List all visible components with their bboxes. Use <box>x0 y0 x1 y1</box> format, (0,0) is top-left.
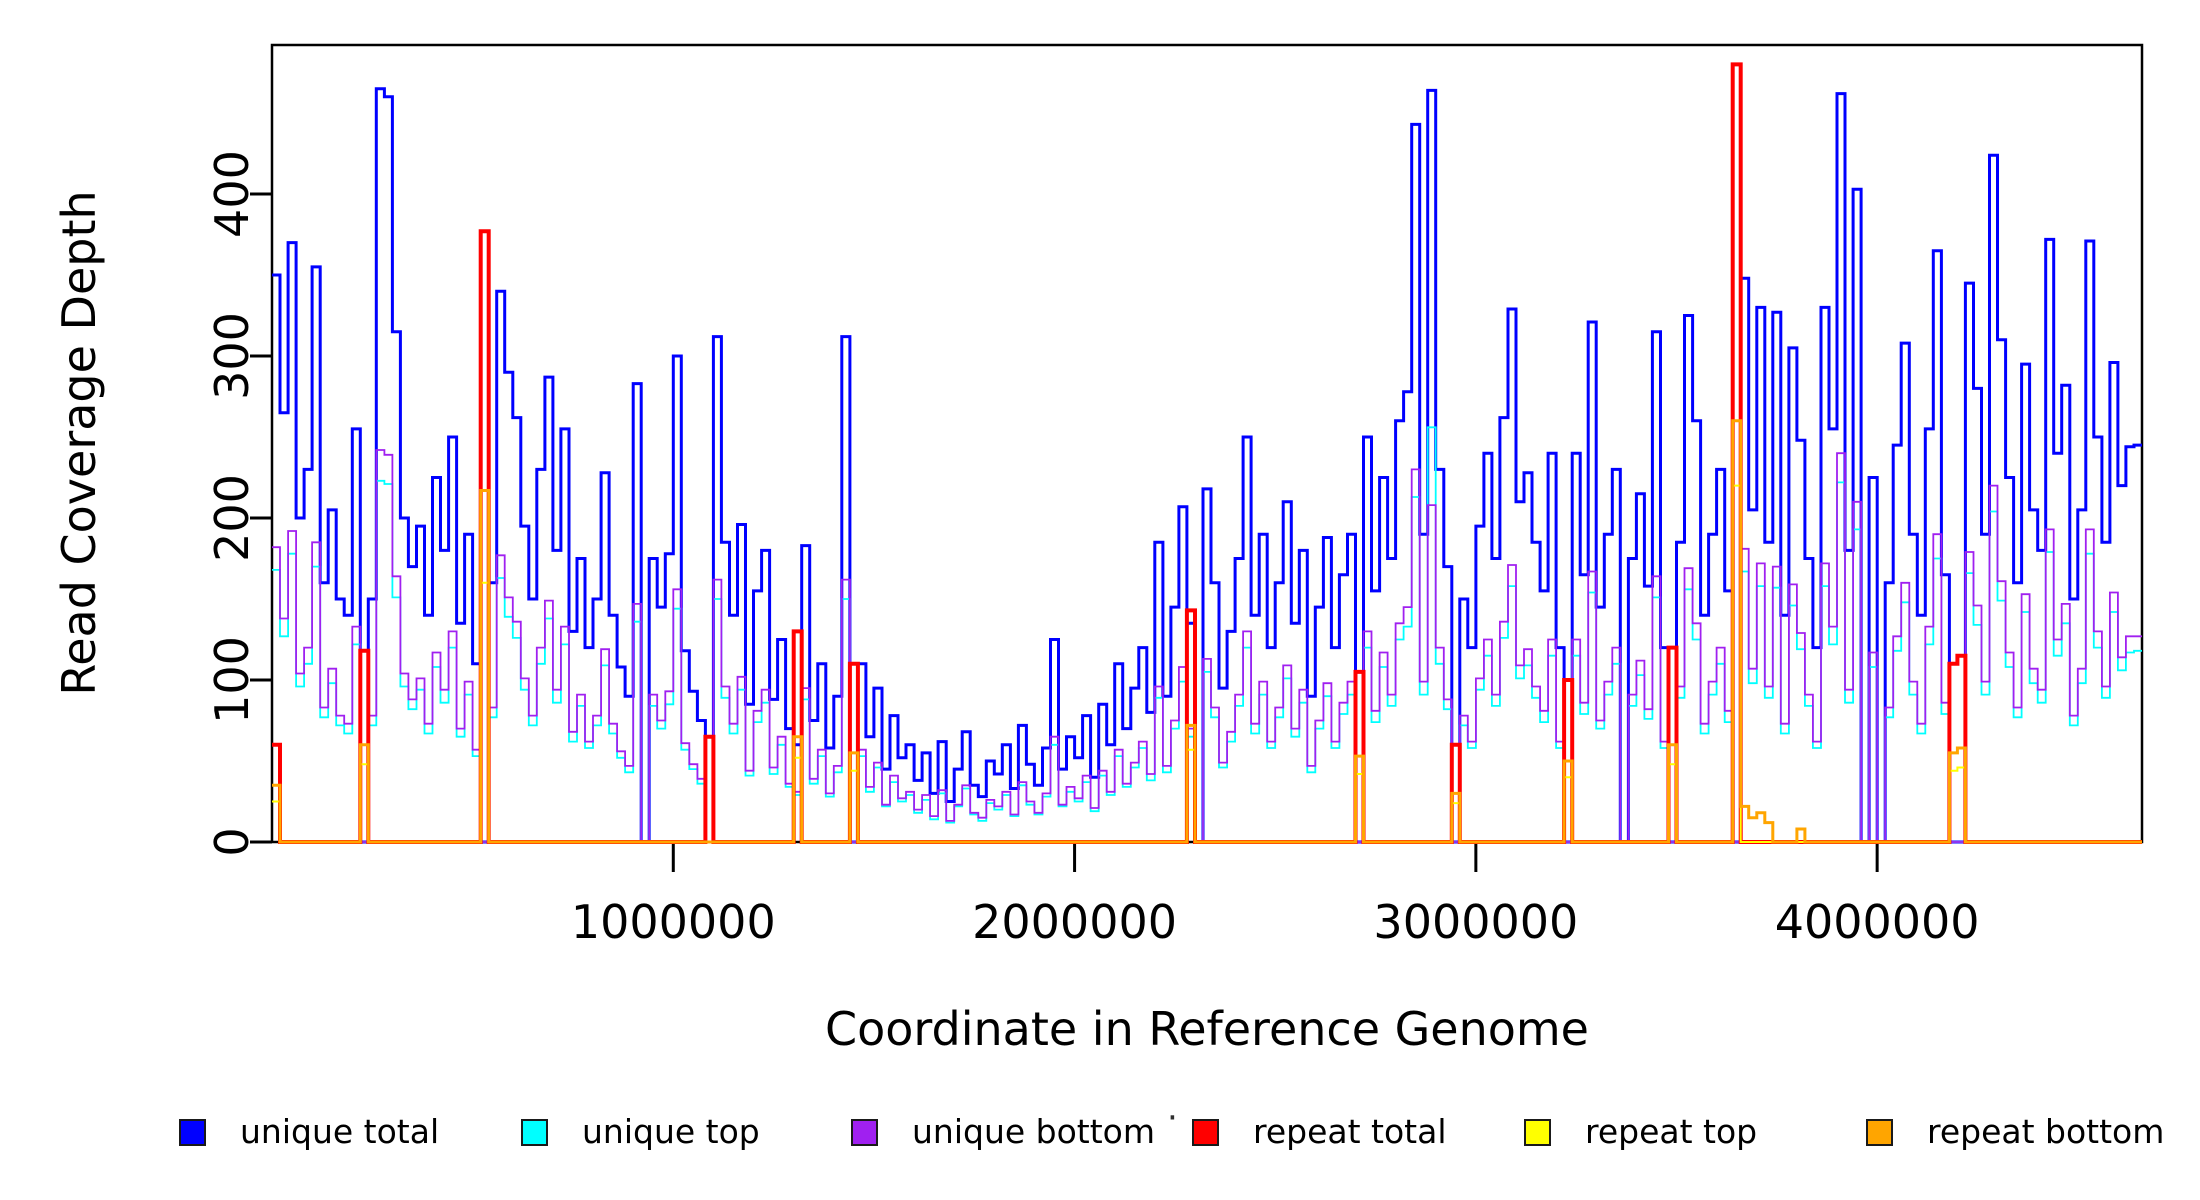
x-axis-title: Coordinate in Reference Genome <box>825 1002 1589 1056</box>
legend-label: unique total <box>240 1112 440 1151</box>
series-line-unique-bottom <box>272 449 2142 843</box>
legend-item-unique-bottom: unique bottom <box>851 1112 1155 1152</box>
series-line-unique-total <box>272 87 2142 844</box>
y-axis-tick-label: 400 <box>205 150 259 238</box>
y-axis-tick-label: 100 <box>205 636 259 724</box>
unique-bottom-swatch-icon <box>851 1118 878 1146</box>
stray-mark: · <box>1167 1098 1178 1138</box>
x-axis-tick-label: 2000000 <box>972 895 1177 949</box>
repeat-total-swatch-icon <box>1192 1118 1219 1146</box>
legend-label: unique bottom <box>912 1112 1156 1151</box>
x-axis-tick-label: 3000000 <box>1373 895 1578 949</box>
x-axis-tick-label: 4000000 <box>1775 895 1980 949</box>
unique-top-swatch-icon <box>521 1118 548 1146</box>
unique-total-swatch-icon <box>179 1118 206 1146</box>
repeat-bottom-swatch-icon <box>1866 1118 1893 1146</box>
repeat-top-swatch-icon <box>1524 1118 1551 1146</box>
plot-legend: unique total unique top unique bottom re… <box>0 1112 2200 1162</box>
legend-item-repeat-total: repeat total <box>1192 1112 1447 1152</box>
legend-label: repeat bottom <box>1927 1112 2165 1151</box>
legend-item-repeat-top: repeat top <box>1524 1112 1757 1152</box>
series-line-repeat-bottom <box>272 419 2142 844</box>
y-axis-title: Read Coverage Depth <box>52 190 106 695</box>
legend-label: unique top <box>582 1112 760 1151</box>
legend-item-unique-top: unique top <box>521 1112 760 1152</box>
y-axis-tick-label: 0 <box>205 827 259 856</box>
legend-item-unique-total: unique total <box>179 1112 439 1152</box>
y-axis-tick-label: 200 <box>205 474 259 562</box>
legend-label: repeat top <box>1585 1112 1758 1151</box>
y-axis-tick-label: 300 <box>205 312 259 400</box>
legend-item-repeat-bottom: repeat bottom <box>1866 1112 2164 1152</box>
legend-label: repeat total <box>1253 1112 1447 1151</box>
x-axis-tick-label: 1000000 <box>571 895 776 949</box>
